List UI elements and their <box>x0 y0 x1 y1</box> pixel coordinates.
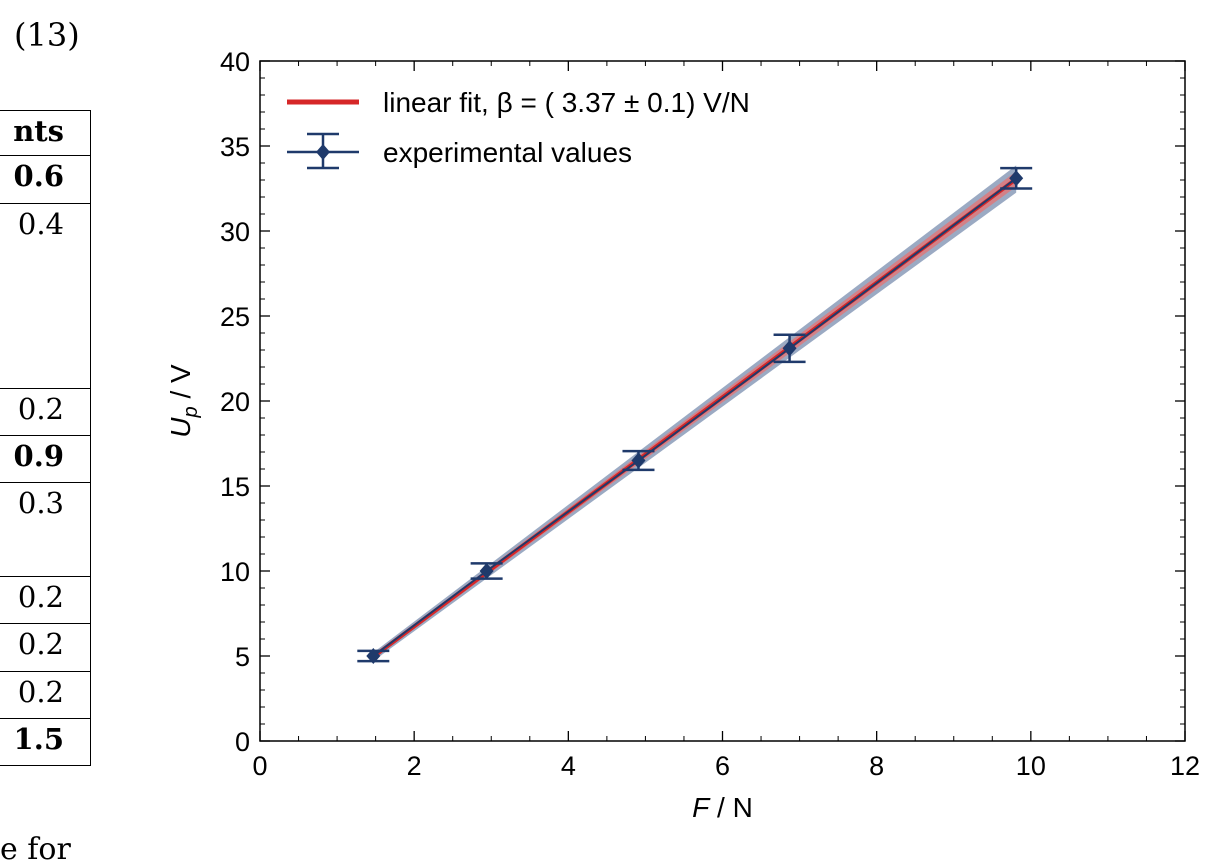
x-tick-label: 6 <box>715 751 730 781</box>
x-tick-label: 0 <box>252 751 267 781</box>
data-point <box>1009 170 1024 187</box>
y-tick-label: 30 <box>220 217 250 247</box>
results-table: nts 0.6 0.4 0.2 0.9 0.3 0.2 0.2 0.2 1.5 <box>0 110 91 766</box>
table-header: nts <box>0 111 90 156</box>
y-tick-label: 5 <box>235 642 250 672</box>
x-tick-label: 8 <box>869 751 884 781</box>
y-tick-label: 20 <box>220 387 250 417</box>
table-cell: 0.2 <box>0 672 90 719</box>
legend-label-data: experimental values <box>383 137 632 168</box>
y-tick-label: 35 <box>220 132 250 162</box>
x-axis-title: F / N <box>692 792 753 823</box>
table-cell: 0.3 <box>0 483 90 577</box>
y-tick-label: 15 <box>220 472 250 502</box>
legend-data-marker <box>316 144 330 160</box>
data-point <box>479 563 494 579</box>
table-cell: 0.9 <box>0 436 90 483</box>
data-point <box>366 648 381 664</box>
table-cell: 0.2 <box>0 624 90 672</box>
legend: linear fit, β = ( 3.37 ± 0.1) V/N experim… <box>287 87 750 170</box>
table-cell: 1.5 <box>0 719 90 766</box>
table-cell: 0.2 <box>0 389 90 436</box>
data-point <box>782 340 797 357</box>
table-cell: 0.2 <box>0 577 90 624</box>
y-axis-title: Up / V <box>165 364 202 438</box>
x-tick-label: 2 <box>407 751 422 781</box>
legend-label-fit: linear fit, β = ( 3.37 ± 0.1) V/N <box>383 87 750 118</box>
y-tick-label: 40 <box>220 47 250 77</box>
data-point <box>631 452 646 469</box>
x-tick-label: 10 <box>1016 751 1046 781</box>
x-tick-label: 4 <box>561 751 576 781</box>
table-cell: 0.6 <box>0 156 90 204</box>
table-cell: 0.4 <box>0 204 90 389</box>
y-tick-label: 0 <box>235 727 250 757</box>
y-tick-label: 25 <box>220 302 250 332</box>
y-tick-label: 10 <box>220 557 250 587</box>
equation-number: (13) <box>14 16 80 54</box>
x-tick-label: 12 <box>1170 751 1200 781</box>
